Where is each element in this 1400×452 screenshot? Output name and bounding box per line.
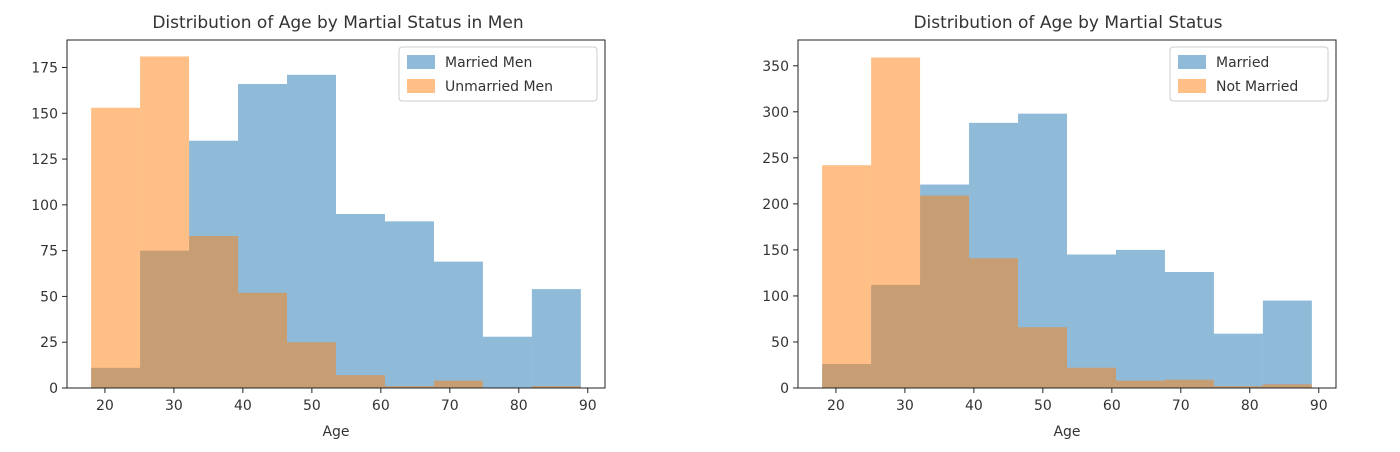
histogram-bar xyxy=(482,336,532,388)
y-tick-label: 300 xyxy=(762,105,789,121)
legend-swatch xyxy=(407,79,435,93)
legend-label: Married Men xyxy=(445,55,532,71)
histogram-bar xyxy=(1067,254,1116,388)
histogram-bar xyxy=(189,235,239,388)
x-tick-label: 70 xyxy=(441,398,459,414)
y-tick-label: 100 xyxy=(31,198,58,214)
legend-label: Unmarried Men xyxy=(445,79,553,95)
y-tick-label: 0 xyxy=(780,381,789,397)
histogram-bar xyxy=(384,386,434,388)
legend-box xyxy=(1169,46,1329,102)
histogram-bar xyxy=(531,386,581,388)
histogram-bar xyxy=(969,258,1019,388)
histogram-bar xyxy=(433,261,483,388)
x-tick-label: 30 xyxy=(165,398,183,414)
histogram-bar xyxy=(1213,386,1263,388)
histogram-bar xyxy=(336,375,385,388)
x-tick-label: 80 xyxy=(510,398,528,414)
left-histogram-chart: Distribution of Age by Martial Status in… xyxy=(31,13,606,440)
x-tick-label: 60 xyxy=(372,398,390,414)
x-tick-label: 70 xyxy=(1172,398,1190,414)
series-1-bars xyxy=(822,57,1312,388)
histogram-bar xyxy=(336,214,385,388)
histogram-bar xyxy=(1067,367,1116,388)
histogram-bar xyxy=(238,292,288,388)
y-tick-label: 250 xyxy=(762,151,789,167)
histogram-bar xyxy=(140,56,190,388)
x-tick-label: 40 xyxy=(965,398,983,414)
x-tick-label: 50 xyxy=(1034,398,1052,414)
y-tick-label: 50 xyxy=(771,335,789,351)
y-tick-label: 350 xyxy=(762,59,789,75)
legend: Married Men Unmarried Men xyxy=(398,46,598,102)
x-tick-label: 50 xyxy=(303,398,321,414)
histogram-bar xyxy=(91,107,141,388)
histogram-bar xyxy=(1115,380,1165,388)
histogram-bar xyxy=(1262,300,1312,388)
histogram-bar xyxy=(531,289,581,388)
series-1-bars xyxy=(91,56,581,388)
plot-frame xyxy=(797,39,1337,389)
legend-swatch xyxy=(407,55,435,69)
legend-label: Married xyxy=(1216,55,1269,71)
legend-label: Not Married xyxy=(1216,79,1298,95)
y-tick-label: 150 xyxy=(762,243,789,259)
histogram-bar xyxy=(822,165,872,388)
legend-swatch xyxy=(1178,79,1206,93)
x-tick-label: 40 xyxy=(234,398,252,414)
y-tick-label: 125 xyxy=(31,152,58,168)
y-tick-label: 150 xyxy=(31,106,58,122)
legend-box xyxy=(398,46,598,102)
histogram-bar xyxy=(871,57,921,388)
y-tick-label: 25 xyxy=(40,335,58,351)
histogram-bar xyxy=(1262,384,1312,388)
right-histogram-chart: Distribution of Age by Martial Status 20 3… xyxy=(762,13,1337,440)
x-tick-label: 80 xyxy=(1241,398,1259,414)
x-tick-label: 90 xyxy=(579,398,597,414)
x-tick-label: 20 xyxy=(96,398,114,414)
histogram-bar xyxy=(920,195,970,388)
x-axis-label: Age xyxy=(1053,424,1080,440)
x-tick-label: 30 xyxy=(896,398,914,414)
y-tick-label: 100 xyxy=(762,289,789,305)
histogram-bar xyxy=(1213,333,1263,388)
histogram-bar xyxy=(1115,249,1165,388)
x-tick-label: 20 xyxy=(827,398,845,414)
histogram-bar xyxy=(287,342,336,388)
chart-title: Distribution of Age by Martial Status xyxy=(913,13,1222,33)
y-tick-label: 75 xyxy=(40,244,58,260)
plot-frame xyxy=(66,39,606,389)
legend-swatch xyxy=(1178,55,1206,69)
histogram-bar xyxy=(287,74,336,389)
histogram-bar xyxy=(1018,327,1067,388)
histogram-bar xyxy=(1164,379,1214,388)
histogram-bar xyxy=(384,221,434,388)
histogram-bar xyxy=(1164,272,1214,388)
chart-title: Distribution of Age by Martial Status in… xyxy=(152,13,523,33)
histogram-bar xyxy=(433,380,483,388)
x-axis-label: Age xyxy=(322,424,349,440)
y-tick-label: 175 xyxy=(31,60,58,76)
y-tick-label: 0 xyxy=(49,381,58,397)
legend: Married Not Married xyxy=(1169,46,1329,102)
y-tick-label: 50 xyxy=(40,289,58,305)
x-tick-label: 60 xyxy=(1103,398,1121,414)
y-tick-label: 200 xyxy=(762,197,789,213)
x-tick-label: 90 xyxy=(1310,398,1328,414)
